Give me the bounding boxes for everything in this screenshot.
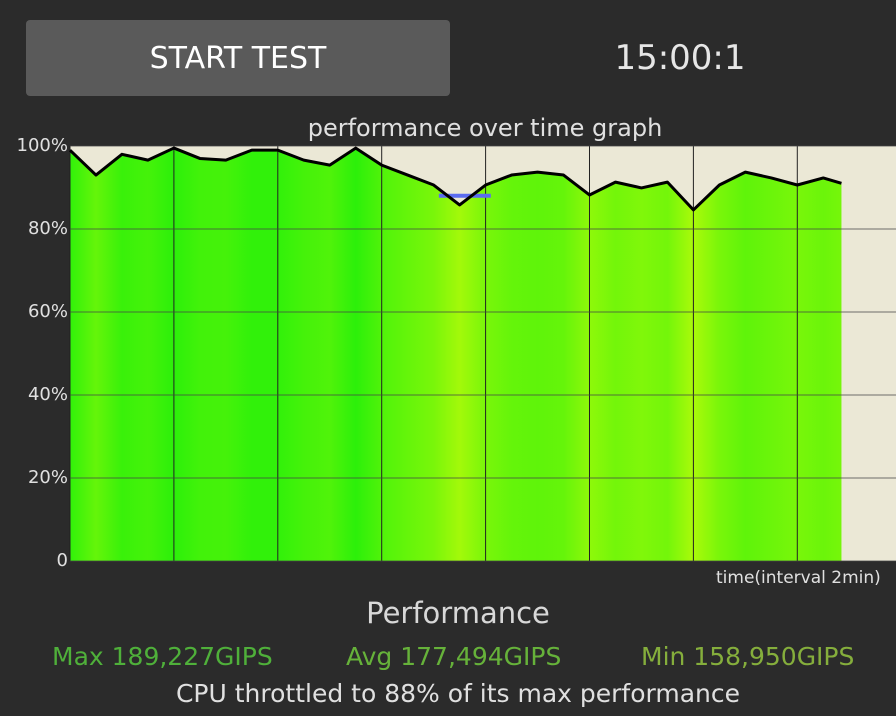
y-tick-label: 80%	[28, 218, 68, 239]
avg-stat: Avg 177,494GIPS	[346, 642, 562, 671]
y-tick-label: 100%	[17, 135, 68, 156]
performance-heading: Performance	[366, 596, 550, 630]
timer: 15:00:1	[614, 38, 746, 78]
summary: CPU throttled to 88% of its max performa…	[175, 679, 741, 708]
y-tick-label: 60%	[28, 301, 68, 322]
chart-title: performance over time graph	[308, 114, 663, 142]
y-tick-label: 20%	[28, 467, 68, 488]
start-test-button[interactable]: START TEST	[26, 20, 450, 96]
performance-line	[68, 146, 842, 212]
y-tick-label: 40%	[28, 384, 68, 405]
x-axis-label: time(interval 2min)	[716, 568, 881, 588]
performance-area	[70, 148, 842, 561]
chart: performance over time graph time(interva…	[17, 114, 896, 588]
min-stat: Min 158,950GIPS	[641, 642, 855, 671]
max-stat: Max 189,227GIPS	[52, 642, 273, 671]
y-tick-label: 0	[57, 550, 68, 571]
